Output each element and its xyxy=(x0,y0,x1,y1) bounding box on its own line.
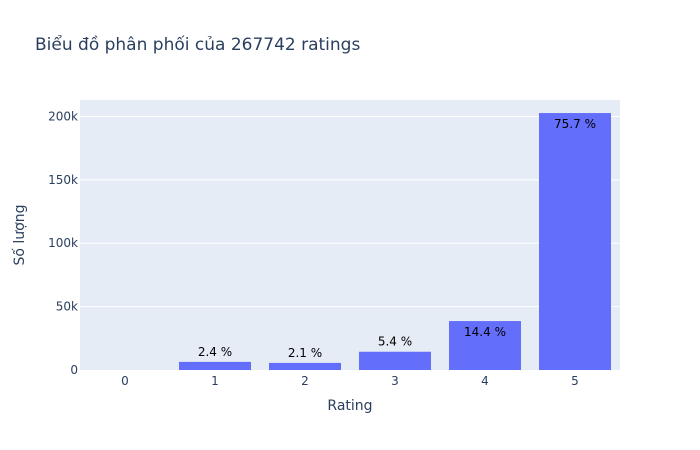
data-label: 2.1 % xyxy=(288,346,322,360)
y-tick-label: 100k xyxy=(48,236,78,250)
data-label: 5.4 % xyxy=(378,335,412,349)
x-tick-labels: 0 1 2 3 4 5 xyxy=(121,374,579,388)
x-tick-label: 1 xyxy=(211,374,219,388)
x-tick-label: 0 xyxy=(121,374,129,388)
x-tick-label: 5 xyxy=(571,374,579,388)
data-label: 75.7 % xyxy=(554,117,596,131)
x-axis-label: Rating xyxy=(327,398,372,414)
y-tick-label: 150k xyxy=(48,173,78,187)
bar-4 xyxy=(449,321,521,370)
plot-area xyxy=(80,100,620,370)
bar-1 xyxy=(179,361,251,370)
bar-5 xyxy=(539,113,611,370)
y-tick-label: 50k xyxy=(56,300,78,314)
bar-2 xyxy=(269,362,341,370)
data-label: 14.4 % xyxy=(464,325,506,339)
data-label: 2.4 % xyxy=(198,345,232,359)
data-labels: 2.4 % 2.1 % 5.4 % 14.4 % 75.7 % xyxy=(198,117,596,360)
y-tick-label: 0 xyxy=(70,363,78,377)
chart-title: Biểu đồ phân phối của 267742 ratings xyxy=(35,34,360,55)
y-tick-label: 200k xyxy=(48,109,78,123)
bars xyxy=(179,113,611,370)
y-axis-label: Số lượng xyxy=(11,205,28,266)
bar-3 xyxy=(359,351,431,370)
x-tick-label: 2 xyxy=(301,374,309,388)
gridlines xyxy=(80,115,620,308)
x-tick-label: 3 xyxy=(391,374,399,388)
x-tick-label: 4 xyxy=(481,374,489,388)
y-tick-labels: 0 50k 100k 150k 200k xyxy=(48,109,78,377)
